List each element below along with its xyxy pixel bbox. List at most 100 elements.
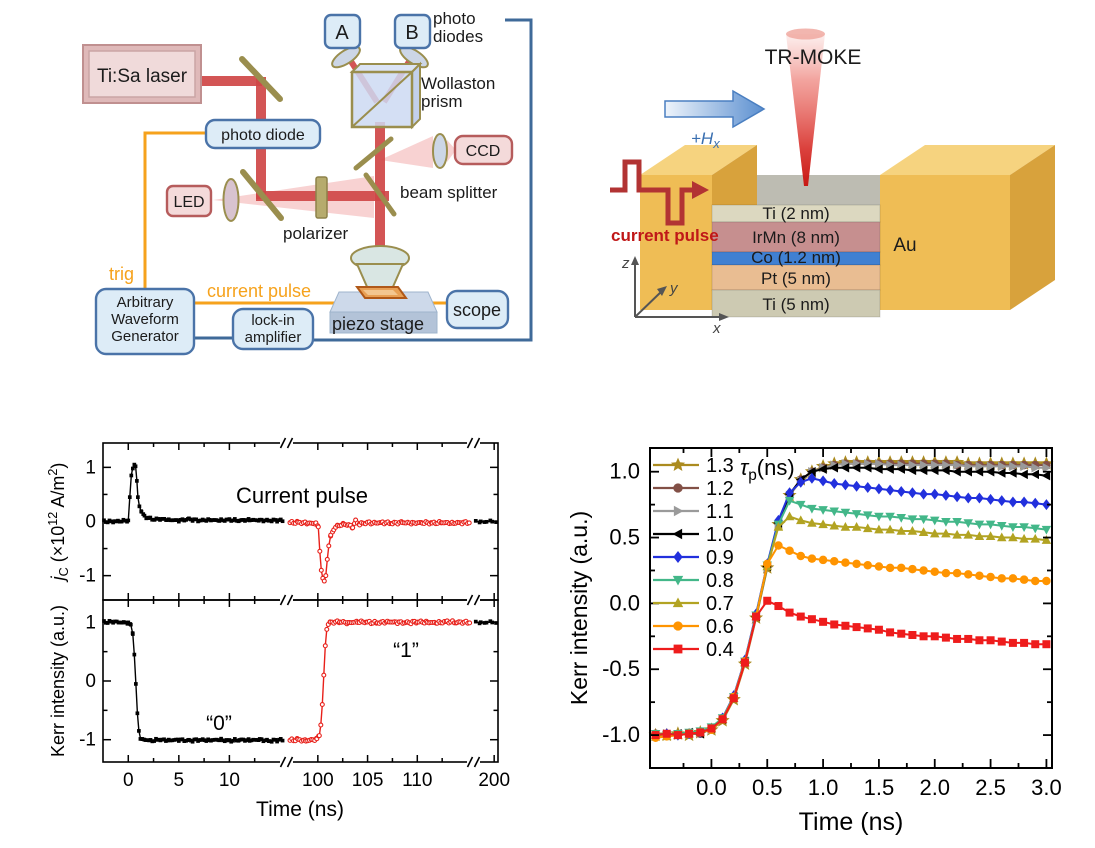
legend-item-1.2: 1.2 <box>653 478 734 500</box>
pulse-arrowhead <box>692 181 709 199</box>
mirror-2 <box>240 169 284 221</box>
legend-item-0.9: 0.9 <box>653 547 734 569</box>
axis-labels: 0 5 10 100 105 110 200 Time (ns) <box>123 770 510 821</box>
panel-axes: -1 0 1 Kerr intensity (a.u.) <box>48 599 499 763</box>
y-axis <box>634 289 664 318</box>
svg-text:5: 5 <box>174 770 185 791</box>
z-axis-label: z <box>621 255 630 272</box>
mirror-1 <box>239 56 283 102</box>
svg-text:10: 10 <box>219 770 240 791</box>
layer-irmn-label: IrMn (8 nm) <box>752 228 840 247</box>
led-lens <box>222 178 240 222</box>
beam-splitter-label: beam splitter <box>400 183 498 202</box>
svg-text:0.0: 0.0 <box>609 590 640 615</box>
svg-text:-1: -1 <box>79 566 96 587</box>
svg-text:τp(ns): τp(ns) <box>740 455 795 484</box>
y-axis-label: y <box>669 280 679 297</box>
svg-text:3.0: 3.0 <box>1031 775 1062 800</box>
wollaston-label-1: Wollaston <box>421 74 495 93</box>
svg-text:200: 200 <box>478 770 510 791</box>
series-write-pulse-black <box>102 462 285 525</box>
legend: 1.31.21.11.00.90.80.70.60.4 <box>653 455 734 661</box>
legend-item-1.0: 1.0 <box>653 524 734 546</box>
svg-text:1.3: 1.3 <box>706 455 734 477</box>
photodiode-a-box: A <box>323 13 362 50</box>
wollaston-prism <box>349 61 423 130</box>
probe-beam: TR-MOKE <box>765 28 861 186</box>
photo-diodes-label-2: diodes <box>433 27 483 46</box>
lockin-label-2: amplifier <box>245 329 302 346</box>
hx-label: +Hx <box>691 129 720 151</box>
chart-kerr-vs-pulse-width: 0.0 0.5 1.0 1.5 2.0 2.5 3.0 -1.0 -0.5 0.0 0.5 1.0 Ti… <box>566 447 1062 836</box>
layer-stack: Ti (2 nm) IrMn (8 nm) Co (1.2 nm) Pt (5 … <box>711 204 881 318</box>
layer-pt-label: Pt (5 nm) <box>761 269 831 288</box>
annotation-current-pulse: Current pulse <box>236 483 368 508</box>
legend-item-0.6: 0.6 <box>653 616 734 638</box>
svg-text:0.6: 0.6 <box>706 616 734 638</box>
svg-text:Time (ns): Time (ns) <box>256 798 344 821</box>
trigger-wire <box>143 131 206 289</box>
plot-area: -1 0 1 jC (×1012 A/m2) -1 0 1 Kerr intensity (a… <box>46 437 510 821</box>
x-axis-label: x <box>712 320 721 337</box>
svg-text:105: 105 <box>352 770 384 791</box>
piezo-stage-label: piezo stage <box>332 314 424 334</box>
legend-item-1.3: 1.3 <box>653 455 734 477</box>
layer-pt <box>711 264 881 291</box>
layer-co-label: Co (1.2 nm) <box>751 248 841 267</box>
svg-text:Time (ns): Time (ns) <box>799 808 904 836</box>
optical-setup-diagram: Ti:Sa laser A B photo diode LED CCD <box>82 9 533 356</box>
beam-splitter-upper <box>353 136 394 171</box>
scope-box: scope <box>445 289 510 330</box>
svg-text:0.8: 0.8 <box>706 570 734 592</box>
svg-text:Kerr intensity (a.u.): Kerr intensity (a.u.) <box>566 511 592 705</box>
layer-ti-bottom <box>711 289 881 318</box>
layer-ti-top-label: Ti (2 nm) <box>762 204 829 223</box>
plot-area: 0.0 0.5 1.0 1.5 2.0 2.5 3.0 -1.0 -0.5 0.0 0.5 1.0 Ti… <box>566 447 1062 836</box>
series-tau-0.4ns <box>651 596 1051 740</box>
hx-arrow <box>664 89 766 129</box>
objective-lens <box>350 245 410 290</box>
ccd-label: CCD <box>466 143 501 160</box>
svg-text:0.4: 0.4 <box>706 639 734 661</box>
trmoke-beam-top <box>786 28 825 40</box>
svg-text:-1: -1 <box>79 730 96 751</box>
led-label: LED <box>173 194 204 211</box>
svg-text:0: 0 <box>85 671 96 692</box>
svg-text:0.9: 0.9 <box>706 547 734 569</box>
svg-text:110: 110 <box>402 770 432 791</box>
photo-diodes-label-1: photo <box>433 9 476 28</box>
svg-text:1.0: 1.0 <box>706 524 734 546</box>
ccd-lens <box>432 133 448 169</box>
svg-text:jC (×1012 A/m2): jC (×1012 A/m2) <box>46 463 71 584</box>
svg-text:1.0: 1.0 <box>808 775 839 800</box>
svg-text:1.5: 1.5 <box>864 775 895 800</box>
polarizer-plate <box>315 176 328 219</box>
legend-item-0.4: 0.4 <box>653 639 734 661</box>
svg-text:1.1: 1.1 <box>706 501 734 523</box>
svg-text:0.7: 0.7 <box>706 593 734 615</box>
awg-box: Arbitrary Waveform Generator <box>94 287 196 356</box>
legend-item-0.8: 0.8 <box>653 570 734 592</box>
panel-0: -1 0 1 jC (×1012 A/m2) <box>46 442 499 601</box>
legend-item-1.1: 1.1 <box>653 501 734 523</box>
svg-text:0.5: 0.5 <box>752 775 783 800</box>
ccd-focus-cone <box>447 140 456 162</box>
layer-irmn <box>711 221 881 253</box>
lockin-amplifier-box: lock-in amplifier <box>231 307 315 351</box>
trmoke-beam-cone <box>786 34 825 186</box>
annotation-state-0: “0” <box>206 712 232 735</box>
x-arrowhead <box>719 313 729 321</box>
au-label: Au <box>893 235 916 256</box>
svg-text:0: 0 <box>85 512 96 533</box>
tisa-laser-label: Ti:Sa laser <box>97 66 188 87</box>
photodiode-a-label: A <box>335 22 349 44</box>
chart-current-pulse-and-kerr: -1 0 1 jC (×1012 A/m2) -1 0 1 Kerr intensity (a… <box>46 437 510 821</box>
polarizer-label: polarizer <box>283 224 349 243</box>
piezo-stage <box>329 286 438 334</box>
series-kerr-write-black <box>102 618 285 744</box>
series-reset-pulse-red <box>287 517 472 584</box>
svg-text:Kerr intensity (a.u.): Kerr intensity (a.u.) <box>48 605 68 757</box>
svg-text:1: 1 <box>85 612 96 633</box>
svg-text:0.5: 0.5 <box>609 525 640 550</box>
